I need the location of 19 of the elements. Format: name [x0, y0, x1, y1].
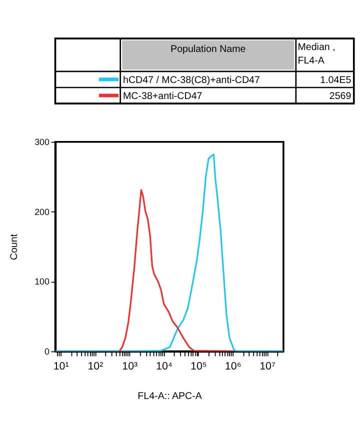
y-tick-label: 100	[34, 276, 50, 287]
x-tick-label: 10⁷	[260, 360, 276, 373]
y-tick-label: 0	[44, 346, 50, 356]
text: 2569	[329, 91, 352, 102]
x-tick-label: 10¹	[53, 360, 70, 373]
x-tick-label: 10²	[88, 360, 104, 373]
x-tick-label: 10³	[122, 360, 138, 373]
legend-label: hCD47 / MC-38(C8)+anti-CD47	[123, 75, 260, 86]
x-axis-title: FL4-A:: APC-A	[138, 391, 202, 402]
text: Median , FL4-A	[298, 42, 336, 66]
text: 1.04E5	[320, 75, 352, 86]
legend-title: Population Name	[170, 44, 246, 55]
y-tick-label: 300	[34, 136, 50, 147]
y-axis-title: Count	[8, 234, 20, 260]
x-tick-label: 10⁴	[156, 360, 173, 373]
x-tick-label: 10⁵	[190, 360, 207, 373]
y-tick-label: 200	[34, 206, 50, 217]
legend-label: MC-38+anti-CD47	[123, 91, 202, 102]
x-tick-label: 10⁶	[224, 360, 242, 373]
